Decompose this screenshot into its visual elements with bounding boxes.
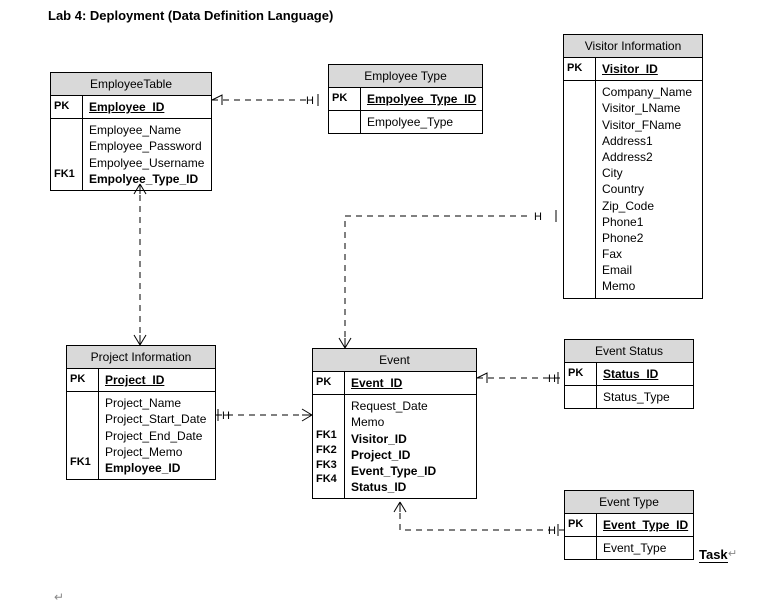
- task-return-icon: ↵: [728, 547, 737, 560]
- entity-project: Project Information PK Project_ID FK1 Pr…: [66, 345, 216, 480]
- emptype-empty-key: [329, 111, 361, 133]
- entity-evstatus: Event Status PK Status_ID Status_Type: [564, 339, 694, 409]
- entity-employee-header: EmployeeTable: [51, 73, 211, 96]
- svg-text:H: H: [548, 525, 556, 537]
- emptype-pk-attr: Empolyee_Type_ID: [361, 88, 482, 110]
- event-pk-attr: Event_ID: [345, 372, 476, 394]
- paragraph-mark-icon: ↵: [54, 590, 64, 604]
- visitor-attrs: Company_Name Visitor_LName Visitor_FName…: [596, 81, 702, 297]
- visitor-pk-label: PK: [564, 58, 596, 80]
- evtype-empty-key: [565, 537, 597, 559]
- project-header: Project Information: [67, 346, 215, 369]
- event-fk-labels: FK1 FK2 FK3 FK4: [313, 395, 345, 498]
- entity-evtype: Event Type PK Event_Type_ID Event_Type: [564, 490, 694, 560]
- evstatus-attr: Status_Type: [597, 386, 693, 408]
- project-pk-label: PK: [67, 369, 99, 391]
- employee-fk-label: FK1: [51, 119, 83, 190]
- visitor-empty-key: [564, 81, 596, 297]
- svg-text:H: H: [534, 211, 542, 223]
- svg-text:H: H: [548, 373, 556, 385]
- employee-attrs: Employee_Name Employee_Password Empolyee…: [83, 119, 211, 190]
- entity-visitor: Visitor Information PK Visitor_ID Compan…: [563, 34, 703, 299]
- evtype-attr: Event_Type: [597, 537, 693, 559]
- event-pk-label: PK: [313, 372, 345, 394]
- emptype-attr: Empolyee_Type: [361, 111, 482, 133]
- task-label: Task: [699, 547, 728, 563]
- svg-text:H: H: [222, 410, 230, 422]
- entity-employee: EmployeeTable PK Employee_ID FK1 Employe…: [50, 72, 212, 191]
- evstatus-pk-label: PK: [565, 363, 597, 385]
- project-pk-attr: Project_ID: [99, 369, 215, 391]
- entity-event: Event PK Event_ID FK1 FK2 FK3 FK4 Reques…: [312, 348, 477, 499]
- evstatus-pk-attr: Status_ID: [597, 363, 693, 385]
- employee-pk-label: PK: [51, 96, 83, 118]
- event-attrs: Request_Date Memo Visitor_ID Project_ID …: [345, 395, 476, 498]
- entity-emptype: Employee Type PK Empolyee_Type_ID Empoly…: [328, 64, 483, 134]
- visitor-pk-attr: Visitor_ID: [596, 58, 702, 80]
- evtype-header: Event Type: [565, 491, 693, 514]
- project-attrs: Project_Name Project_Start_Date Project_…: [99, 392, 215, 479]
- emptype-header: Employee Type: [329, 65, 482, 88]
- svg-text:H: H: [306, 95, 314, 107]
- evstatus-empty-key: [565, 386, 597, 408]
- evtype-pk-label: PK: [565, 514, 597, 536]
- event-header: Event: [313, 349, 476, 372]
- employee-pk-attr: Employee_ID: [83, 96, 211, 118]
- diagram-canvas: Lab 4: Deployment (Data Definition Langu…: [0, 0, 766, 605]
- emptype-pk-label: PK: [329, 88, 361, 110]
- evstatus-header: Event Status: [565, 340, 693, 363]
- evtype-pk-attr: Event_Type_ID: [597, 514, 694, 536]
- page-title: Lab 4: Deployment (Data Definition Langu…: [48, 8, 333, 23]
- visitor-header: Visitor Information: [564, 35, 702, 58]
- project-fk-label: FK1: [67, 392, 99, 479]
